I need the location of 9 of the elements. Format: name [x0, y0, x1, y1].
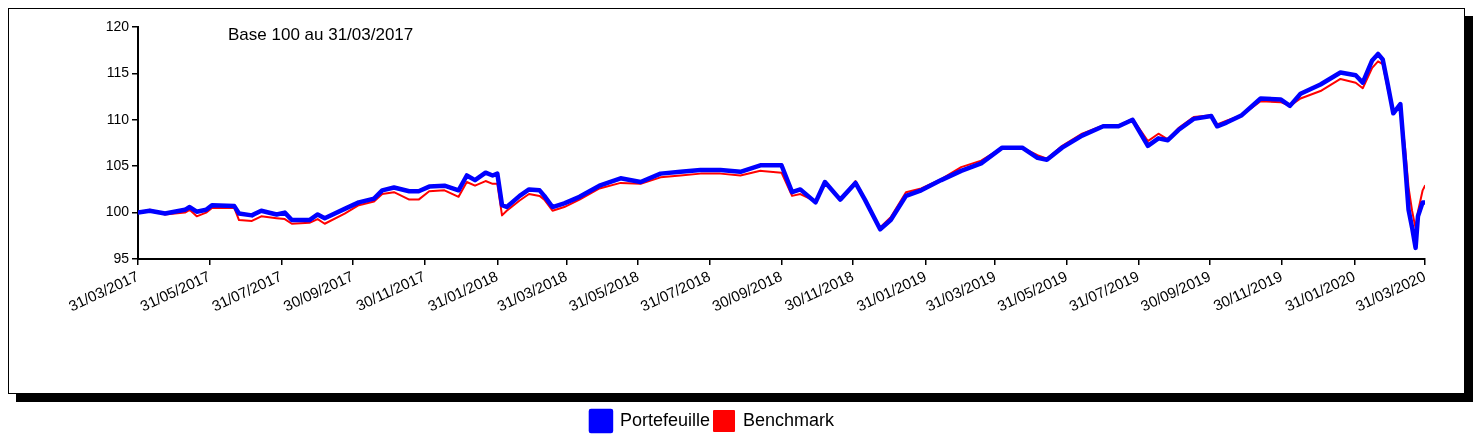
y-tick-label: 110: [106, 110, 130, 127]
y-tick-label: 115: [106, 64, 130, 81]
legend-label: Benchmark: [743, 409, 836, 430]
y-tick-label: 95: [113, 249, 130, 266]
annotation: Base 100 au 31/03/2017: [228, 24, 414, 44]
y-tick-label: 100: [105, 203, 130, 220]
y-tick-label: 120: [105, 17, 130, 34]
y-tick-label: 105: [105, 157, 130, 174]
legend-label: Portefeuille: [619, 409, 711, 430]
